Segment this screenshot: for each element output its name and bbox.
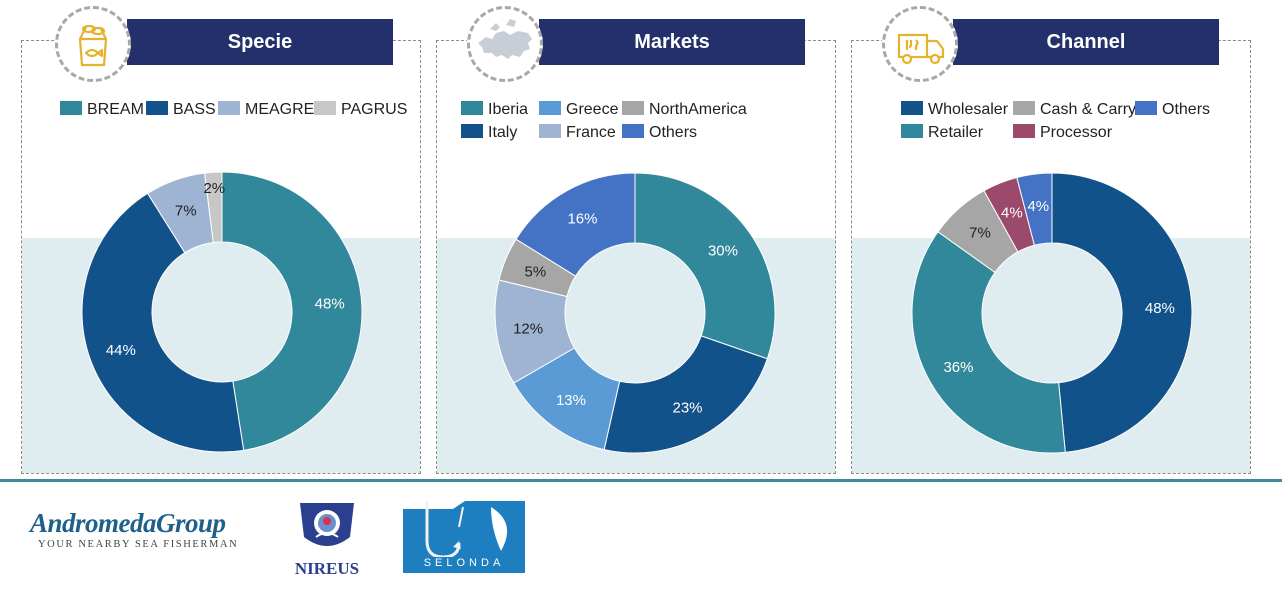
slice-data-label: 16% (567, 211, 597, 228)
slice-data-label: 23% (672, 399, 702, 416)
legend-label: Iberia (488, 101, 529, 118)
donut-slice (81, 192, 245, 453)
legend-label: Wholesaler (928, 101, 1009, 118)
legend-swatch (146, 101, 168, 115)
legend-swatch (461, 124, 483, 138)
donut-slice (221, 171, 363, 451)
specie-title-bar: Specie (127, 19, 393, 65)
legend-swatch (622, 101, 644, 115)
legend-item: Greece (539, 101, 618, 119)
legend-label: Greece (566, 101, 619, 118)
legend-swatch (218, 101, 240, 115)
legend-label: NorthAmerica (649, 101, 747, 118)
legend-swatch (901, 101, 923, 115)
donut-slice (204, 171, 223, 244)
nireus-logo-name: NIREUS (294, 559, 360, 578)
legend-item: NorthAmerica (622, 101, 747, 119)
legend-label: Processor (1040, 124, 1113, 141)
donut-slice (1051, 172, 1193, 453)
legend-swatch (539, 101, 561, 115)
legend-swatch (1135, 101, 1157, 115)
legend-item: Retailer (901, 124, 983, 142)
footer-divider (0, 479, 1282, 482)
nireus-logo: NIREUS (290, 497, 364, 578)
andromeda-group-logo: AndromedaGroup YOUR NEARBY SEA FISHERMAN (30, 508, 260, 558)
channel-title-bar: Channel (953, 19, 1219, 65)
legend-label: BREAM (87, 101, 144, 118)
legend-item: France (539, 124, 616, 142)
specie-donut-chart: 48% 44% 7% 2% (81, 171, 363, 453)
specie-title: Specie (227, 31, 293, 53)
slice-data-label: 4% (1001, 205, 1023, 222)
delivery-truck-icon (882, 6, 958, 82)
legend-item: BASS (146, 101, 216, 119)
fish-hook-emblem-icon (403, 501, 525, 573)
nireus-emblem-icon (300, 503, 354, 546)
donut-slice (911, 231, 1066, 454)
slice-data-label: 48% (1145, 300, 1175, 317)
slice-data-label: 48% (315, 296, 345, 313)
legend-item: Italy (461, 124, 517, 142)
slice-data-label: 12% (513, 320, 543, 337)
selonda-logo-name: SELONDA (423, 557, 505, 569)
donut-slice (515, 172, 636, 277)
legend-label: France (566, 124, 616, 141)
donut-slice (1016, 172, 1053, 246)
legend-label: MEAGRE (245, 101, 315, 118)
markets-title: Markets (634, 31, 710, 53)
donut-slice (603, 335, 768, 454)
slice-data-label: 13% (556, 392, 586, 409)
legend-label: Cash & Carry (1040, 101, 1137, 118)
slice-data-label: 7% (969, 225, 991, 242)
slice-data-label: 4% (1027, 198, 1049, 215)
channel-donut-chart: 48% 36% 7% 4% 4% (911, 172, 1193, 454)
legend-item: Iberia (461, 101, 528, 119)
europe-map-icon (467, 6, 543, 82)
legend-swatch (1013, 124, 1035, 138)
legend-swatch (539, 124, 561, 138)
markets-donut-chart: 30% 23% 13% 12% 5% 16% (494, 172, 776, 454)
legend-label: Retailer (928, 124, 984, 141)
andromeda-logo-tagline: YOUR NEARBY SEA FISHERMAN (38, 539, 239, 550)
slice-data-label: 5% (525, 263, 547, 280)
legend-item: BREAM (60, 101, 144, 119)
slice-data-label: 2% (203, 180, 225, 197)
slice-data-label: 30% (708, 242, 738, 259)
slice-data-label: 7% (175, 202, 197, 219)
legend-item: Cash & Carry (1013, 101, 1136, 119)
selonda-logo: SELONDA (403, 497, 525, 573)
legend-swatch (1013, 101, 1035, 115)
legend-label: Others (649, 124, 698, 141)
slice-data-label: 44% (106, 342, 136, 359)
andromeda-logo-name: AndromedaGroup (30, 508, 226, 538)
legend-swatch (901, 124, 923, 138)
markets-title-bar: Markets (539, 19, 805, 65)
legend-label: Others (1162, 101, 1211, 118)
legend-item: PAGRUS (314, 101, 407, 119)
legend-item: Others (1135, 101, 1210, 119)
slice-data-label: 36% (943, 359, 973, 376)
legend-swatch (622, 124, 644, 138)
legend-label: PAGRUS (341, 101, 408, 118)
legend-label: BASS (173, 101, 216, 118)
legend-swatch (60, 101, 82, 115)
legend-swatch (461, 101, 483, 115)
legend-item: Others (622, 124, 697, 142)
legend-item: Wholesaler (901, 101, 1008, 119)
fish-basket-icon (55, 6, 131, 82)
donut-slice (634, 172, 776, 360)
legend-swatch (314, 101, 336, 115)
channel-title: Channel (1046, 31, 1126, 53)
legend-item: Processor (1013, 124, 1112, 142)
legend-label: Italy (488, 124, 518, 141)
legend-item: MEAGRE (218, 101, 314, 119)
